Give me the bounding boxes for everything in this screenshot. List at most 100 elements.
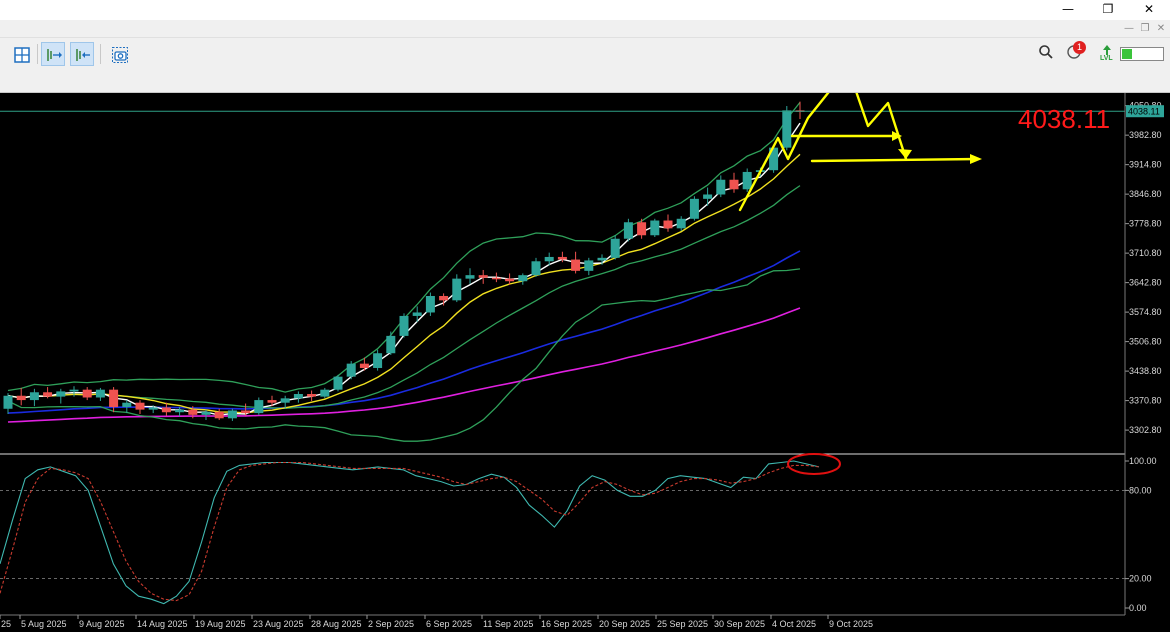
candle-body: [227, 410, 237, 419]
window-restore-button[interactable]: ❐: [1102, 2, 1114, 16]
time-tick-label: 5 Aug 2025: [21, 619, 67, 629]
candle-body: [175, 409, 185, 413]
candle-body: [280, 398, 290, 403]
price-tick-label: 3642.80: [1129, 278, 1162, 288]
window-close-button[interactable]: ✕: [1143, 2, 1155, 16]
chart-restore-button[interactable]: ❐: [1140, 23, 1150, 34]
arrowhead: [892, 131, 902, 141]
price-tick-label: 3846.80: [1129, 189, 1162, 199]
candle-body: [412, 312, 422, 316]
current-price-tag-label: 4038.11: [1128, 107, 1160, 117]
stochastic-signal-line: [0, 461, 820, 602]
ma-yellow-line: [7, 153, 801, 414]
notification-badge: 1: [1073, 41, 1086, 54]
stochastic-tick-label: 100.00: [1129, 456, 1157, 466]
candle-body: [769, 147, 779, 171]
price-tick-label: 3506.80: [1129, 337, 1162, 347]
price-tick-label: 3438.80: [1129, 366, 1162, 376]
candle-body: [689, 198, 699, 219]
candle-body: [359, 363, 369, 368]
candle-body: [676, 218, 686, 229]
stochastic-tick-label: 20.00: [1129, 574, 1152, 584]
candle-body: [82, 389, 92, 398]
candle-body: [148, 407, 158, 410]
candle-body: [439, 295, 449, 301]
candle-body: [161, 407, 171, 413]
candle-body: [478, 275, 488, 278]
candle-body: [637, 222, 647, 236]
stochastic-pane: [0, 452, 1125, 605]
forecast-path-up: [738, 93, 830, 212]
candle-body: [3, 395, 13, 409]
candle-body: [610, 238, 620, 258]
candle-body: [386, 335, 396, 354]
stochastic-tick-label: 80.00: [1129, 485, 1152, 495]
time-tick-label: 4 Oct 2025: [772, 619, 816, 629]
price-tick-label: 3370.80: [1129, 396, 1162, 406]
candle-body: [399, 315, 409, 336]
stochastic-main-line: [0, 460, 820, 605]
candle-body: [293, 394, 303, 399]
candle-body: [254, 400, 264, 414]
window-titlebar: — ❐ ✕: [0, 0, 1170, 20]
candle-body: [109, 389, 119, 408]
candle-body: [122, 402, 132, 408]
chart-toolbar: 1 LVL: [0, 38, 1170, 93]
candle-body: [782, 110, 792, 148]
candle-body: [69, 389, 79, 392]
grid-button[interactable]: [9, 42, 33, 66]
candle-body: [518, 275, 528, 282]
search-button[interactable]: [1038, 44, 1054, 65]
current-price-text: 4038.11: [1018, 104, 1110, 134]
price-tick-label: 3710.80: [1129, 248, 1162, 258]
candle-body: [623, 222, 633, 239]
screenshot-button[interactable]: [107, 42, 131, 66]
candle-body: [650, 220, 660, 236]
candle-body: [267, 400, 277, 403]
window-minimize-button[interactable]: —: [1062, 2, 1074, 16]
notifications-button[interactable]: 1: [1066, 41, 1086, 65]
current-price-tag: [1126, 105, 1164, 118]
price-tick-label: 3982.80: [1129, 130, 1162, 140]
candle-body: [346, 363, 356, 377]
candle-body: [716, 179, 726, 195]
bollinger-lower-line: [7, 268, 801, 442]
candle-body: [505, 278, 515, 282]
auto-scroll-button[interactable]: [41, 42, 65, 66]
time-tick-label: 19 Aug 2025: [195, 619, 246, 629]
candle-body: [584, 260, 594, 271]
ma-magenta-line: [7, 307, 801, 423]
candle-body: [333, 376, 343, 390]
price-tick-label: 3574.80: [1129, 307, 1162, 317]
signal-level-indicator[interactable]: LVL: [1100, 44, 1114, 62]
level-label: LVL: [1100, 55, 1113, 62]
toolbar-separator: [37, 44, 38, 64]
chart-shift-button[interactable]: [70, 42, 94, 66]
level-bar-fill: [1122, 49, 1132, 59]
time-tick-label: 9 Aug 2025: [79, 619, 125, 629]
time-tick-label: 30 Sep 2025: [714, 619, 765, 629]
menu-bar: — ❐ ✕: [0, 20, 1170, 38]
time-tick-label: 20 Sep 2025: [599, 619, 650, 629]
candle-body: [373, 353, 383, 368]
time-tick-label: 9 Oct 2025: [829, 619, 873, 629]
candle-body: [465, 275, 475, 279]
chart-close-button[interactable]: ✕: [1156, 23, 1166, 34]
candle-body: [320, 389, 330, 397]
time-tick-label: 11 Sep 2025: [483, 619, 533, 629]
arrowhead: [898, 149, 912, 159]
grid-icon: [14, 47, 30, 63]
candle-body: [729, 179, 739, 190]
search-icon: [1039, 45, 1053, 59]
chart-minimize-button[interactable]: —: [1124, 23, 1134, 34]
toolbar-separator: [100, 44, 101, 64]
price-chart[interactable]: 4050.803982.803914.803846.803778.803710.…: [0, 93, 1170, 632]
price-axis: 4050.803982.803914.803846.803778.803710.…: [1124, 93, 1164, 615]
time-tick-label: 16 Sep 2025: [541, 619, 592, 629]
candle-body: [425, 295, 435, 313]
candle-body: [214, 411, 224, 419]
candle-body: [241, 410, 251, 414]
candle-body: [29, 392, 39, 401]
signal-icon: [1103, 45, 1111, 55]
candle-body: [452, 278, 462, 301]
